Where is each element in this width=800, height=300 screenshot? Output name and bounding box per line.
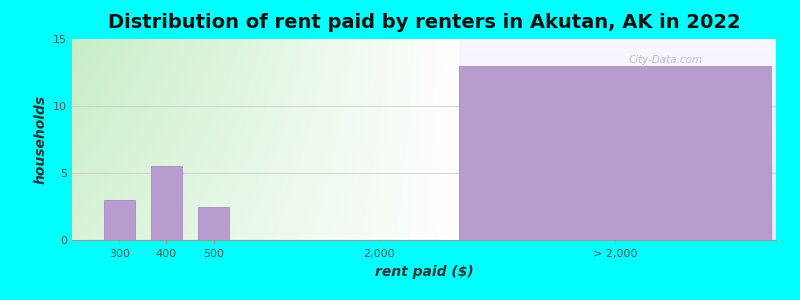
Y-axis label: households: households <box>34 95 47 184</box>
Bar <box>459 66 771 240</box>
Bar <box>151 166 182 240</box>
X-axis label: rent paid ($): rent paid ($) <box>374 265 474 279</box>
Bar <box>104 200 134 240</box>
Title: Distribution of rent paid by renters in Akutan, AK in 2022: Distribution of rent paid by renters in … <box>108 13 740 32</box>
Text: City-Data.com: City-Data.com <box>628 55 702 65</box>
Bar <box>198 206 229 240</box>
